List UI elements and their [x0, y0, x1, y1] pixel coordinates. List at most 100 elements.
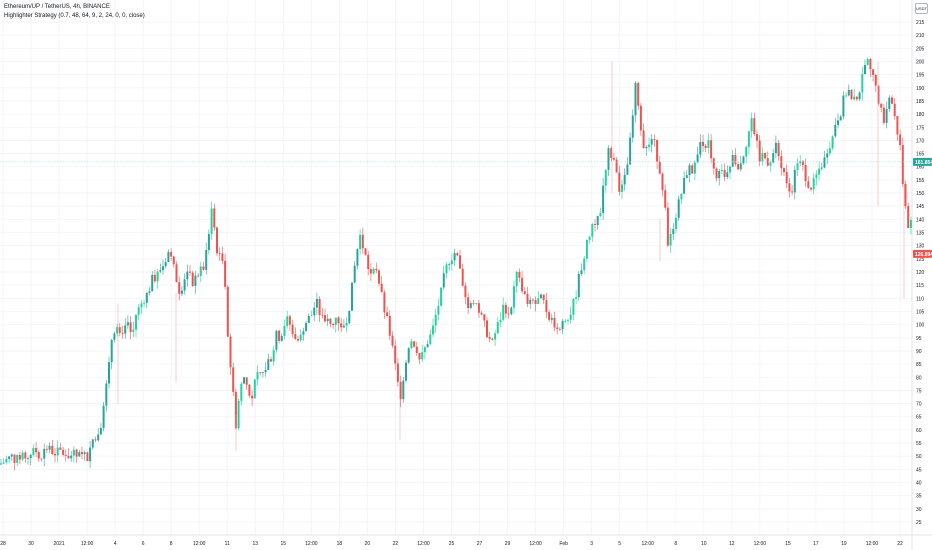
candle-body	[796, 163, 799, 170]
candle-body	[210, 208, 213, 234]
candle-body	[488, 337, 491, 339]
candle-body	[135, 314, 137, 330]
candle-body	[315, 299, 318, 308]
candle-body	[504, 304, 507, 314]
candle-body	[43, 448, 46, 459]
candle-body	[132, 329, 135, 332]
candle-body	[726, 172, 729, 178]
candle-body	[494, 333, 497, 340]
candle-body	[850, 89, 853, 100]
candle-body	[569, 314, 572, 320]
time-tick-label: 22	[897, 541, 903, 547]
price-tick-label: 160	[916, 165, 925, 171]
candle-body	[801, 161, 804, 166]
candle-body	[378, 270, 380, 284]
candle-body	[607, 148, 610, 170]
candle-body	[2, 462, 5, 464]
candle-body	[248, 384, 251, 396]
candle-body	[364, 248, 367, 255]
price-tick-label: 185	[916, 99, 925, 105]
candle-body	[124, 325, 127, 334]
candle-body	[461, 268, 464, 286]
candle-body	[91, 439, 94, 448]
candle-body	[658, 161, 661, 174]
time-tick-label: 15	[785, 541, 791, 547]
time-tick-label: 2021	[54, 541, 65, 547]
candle-body	[380, 283, 383, 293]
candle-body	[140, 303, 143, 308]
candle-body	[793, 169, 796, 193]
candle-body	[599, 212, 602, 217]
candle-body	[337, 317, 340, 324]
price-tick-label: 155	[916, 178, 925, 184]
candle-body	[529, 299, 532, 304]
candle-body	[437, 305, 440, 315]
time-tick-label: Feb	[559, 541, 568, 547]
indicator-title[interactable]: Highlighter Strategy (0.7, 48, 64, 9, 2,…	[4, 13, 145, 19]
price-tick-label: 120	[916, 270, 925, 276]
candle-body	[426, 344, 429, 348]
candle-body	[402, 380, 405, 400]
candle-body	[450, 260, 453, 265]
candle-body	[445, 264, 448, 274]
candle-body	[483, 314, 486, 321]
candle-body	[340, 323, 343, 328]
candle-body	[27, 457, 29, 459]
candle-body	[32, 448, 35, 455]
candle-body	[839, 116, 842, 121]
candle-body	[774, 142, 777, 154]
candle-body	[429, 334, 432, 345]
candle-body	[16, 454, 19, 463]
candle-body	[305, 322, 308, 332]
symbol-title[interactable]: Ethereum/UP / TetherUS, 4h, BINANCE	[4, 4, 110, 10]
candle-body	[197, 275, 200, 277]
candle-body	[440, 287, 443, 306]
price-tick-label: 130	[916, 244, 925, 250]
candle-body	[631, 115, 634, 138]
price-tick-label: 100	[916, 323, 925, 329]
candle-body	[788, 183, 791, 192]
candle-body	[399, 381, 402, 400]
time-tick-label: 12:00	[641, 541, 654, 547]
candle-body	[672, 229, 675, 235]
time-tick-label: 10	[701, 541, 707, 547]
candle-body	[572, 298, 575, 315]
price-tick-label: 90	[916, 349, 922, 355]
candle-body	[756, 134, 758, 141]
candle-body	[24, 452, 27, 459]
candle-body	[699, 141, 702, 155]
price-tick-label: 105	[916, 309, 925, 315]
time-tick-label: 20	[365, 541, 371, 547]
currency-badge[interactable]: USDT	[915, 3, 928, 14]
candle-body	[626, 164, 629, 175]
candle-body	[531, 299, 534, 301]
candle-body	[812, 178, 815, 190]
candle-body	[828, 148, 831, 154]
candle-body	[904, 184, 907, 207]
candle-body	[553, 317, 556, 328]
time-tick-label: 19	[841, 541, 847, 547]
price-tick-label: 215	[916, 20, 925, 26]
candle-body	[72, 449, 75, 456]
candle-body	[507, 313, 510, 315]
candle-body	[564, 320, 567, 322]
price-tick-label: 75	[916, 388, 922, 394]
candle-body	[8, 456, 11, 459]
candle-body	[183, 279, 186, 291]
candle-body	[421, 352, 424, 360]
candle-body	[21, 452, 24, 460]
candle-body	[907, 206, 910, 229]
candle-body	[847, 89, 850, 96]
candle-body	[297, 338, 299, 341]
candle-body	[612, 158, 615, 160]
candle-body	[78, 452, 81, 457]
candle-body	[54, 453, 56, 456]
candle-body	[477, 303, 480, 313]
candle-body	[205, 250, 208, 270]
candle-body	[518, 271, 521, 278]
candle-body	[885, 108, 888, 123]
candle-body	[383, 292, 386, 313]
candle-body	[162, 266, 164, 271]
